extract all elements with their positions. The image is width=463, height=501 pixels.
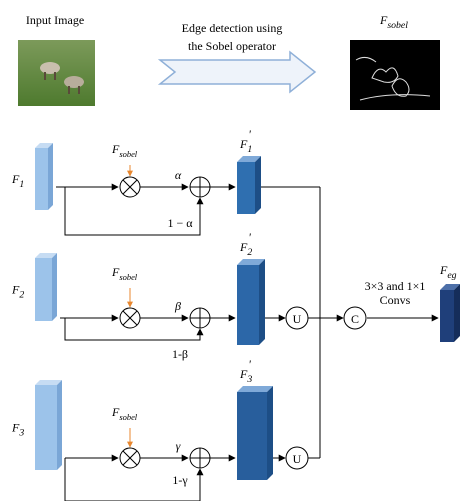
- symbol-prime: ': [248, 230, 251, 244]
- symbol-label: F3': [239, 357, 252, 385]
- symbol-subscript: 3: [18, 428, 24, 439]
- output-feature-block: [237, 156, 261, 214]
- output-feature-block: [237, 386, 273, 480]
- symbol-subscript: sobel: [387, 20, 408, 31]
- complement-label: 1-γ: [172, 473, 188, 487]
- input-feature-block: [35, 253, 57, 321]
- arrow-label: the Sobel operator: [188, 39, 276, 53]
- input-feature-block: [35, 380, 62, 470]
- symbol-subscript: 2: [247, 247, 252, 258]
- block-front: [237, 162, 255, 214]
- weight-label: α: [175, 168, 182, 182]
- symbol-label: F2': [239, 230, 252, 258]
- block-side: [48, 143, 53, 210]
- symbol-label: F2: [11, 283, 24, 301]
- block-front: [237, 265, 259, 345]
- upsample-label: U: [293, 452, 302, 466]
- symbol-subscript: eg: [447, 270, 456, 281]
- output-feature-block: [237, 259, 265, 345]
- arrow-label: Edge detection using: [182, 21, 283, 35]
- symbol-subscript: 1: [247, 144, 252, 155]
- block-side: [259, 259, 265, 345]
- concat-label: C: [351, 312, 359, 326]
- symbol-label: Fsobel: [111, 405, 138, 422]
- symbol-label: F3: [11, 421, 24, 439]
- block-front: [35, 148, 48, 210]
- symbol-subscript: 1: [19, 179, 24, 190]
- upsample-label: U: [293, 312, 302, 326]
- symbol-label: Fsobel: [379, 13, 408, 31]
- symbol-prime: ': [248, 357, 251, 371]
- sobel-arrow: [160, 52, 315, 92]
- symbol-subscript: sobel: [119, 412, 137, 422]
- block-side: [255, 156, 261, 214]
- diagram: Input Image Edge detection using the Sob…: [0, 0, 463, 501]
- conv-label: Convs: [380, 293, 411, 307]
- input-photo: [18, 40, 95, 106]
- block-top: [237, 386, 273, 392]
- sobel-edge-image: [350, 40, 440, 110]
- block-front: [35, 258, 52, 321]
- symbol-label: Fsobel: [111, 142, 138, 159]
- block-front: [440, 290, 454, 342]
- symbol-subscript: sobel: [119, 149, 137, 159]
- symbol-label: Fsobel: [111, 265, 138, 282]
- conv-label: 3×3 and 1×1: [365, 279, 426, 293]
- symbol-subscript: sobel: [119, 272, 137, 282]
- symbol-label: Feg: [439, 263, 457, 281]
- symbol-prime: ': [248, 127, 251, 141]
- complement-label: 1 − α: [167, 216, 193, 230]
- block-front: [35, 385, 57, 470]
- block-side: [267, 386, 273, 480]
- block-side: [52, 253, 57, 321]
- complement-label: 1-β: [172, 347, 188, 361]
- symbol-subscript: 2: [19, 290, 24, 301]
- input-label: Input Image: [26, 13, 84, 27]
- weight-label: β: [174, 299, 181, 313]
- block-front: [237, 392, 267, 480]
- block-side: [57, 380, 62, 470]
- output-block: [440, 284, 460, 342]
- input-feature-block: [35, 143, 53, 210]
- symbol-subscript: 3: [246, 374, 252, 385]
- weight-label: γ: [176, 439, 181, 453]
- symbol-label: F1: [11, 172, 24, 190]
- block-side: [454, 284, 460, 342]
- symbol-label: F1': [239, 127, 252, 155]
